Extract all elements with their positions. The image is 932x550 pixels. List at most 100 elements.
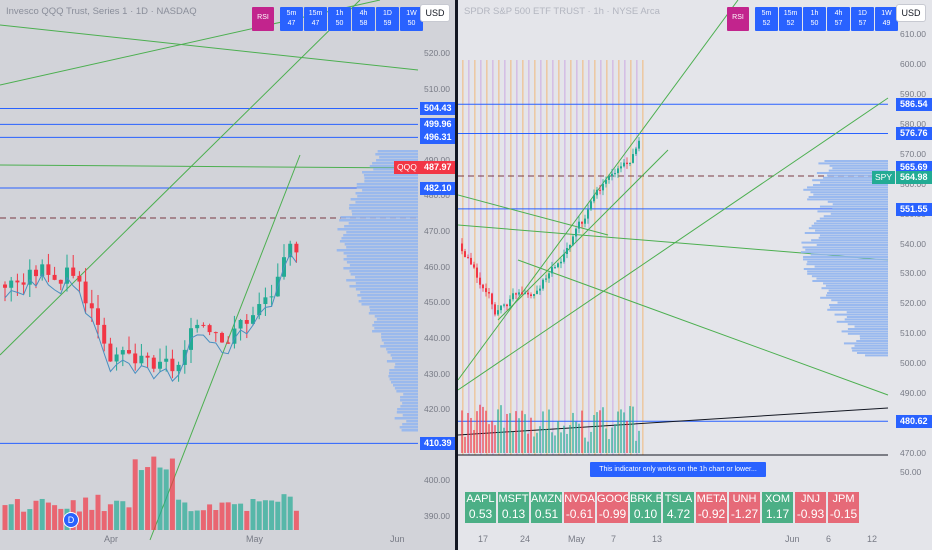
- qqq-candle: [71, 267, 76, 276]
- qqq-volume-profile-bar: [352, 213, 418, 216]
- rsi-value: 58: [359, 20, 368, 27]
- spy-candle: [527, 292, 529, 295]
- spy-x-label: 24: [520, 534, 531, 544]
- rsi-timeframe-1D[interactable]: 1D 57: [851, 7, 874, 31]
- qqq-volume-bar: [244, 510, 250, 530]
- spy-candle: [545, 278, 547, 280]
- spy-currency-button[interactable]: USD: [896, 4, 926, 22]
- ticker-goog: GOOG -0.99: [597, 492, 628, 523]
- rsi-timeframe-1D[interactable]: 1D 59: [376, 7, 399, 31]
- spy-candle: [623, 162, 625, 167]
- spy-session-stripe: [462, 60, 464, 455]
- timeframe-label: 1h: [335, 10, 344, 17]
- rsi-timeframe-1W[interactable]: 1W 49: [875, 7, 898, 31]
- dividend-event-badge[interactable]: D: [63, 512, 79, 528]
- timeframe-label: 1W: [881, 10, 892, 17]
- spy-volume-bar: [527, 433, 529, 453]
- spy-candle: [488, 292, 490, 294]
- spy-candle: [551, 267, 553, 274]
- spy-volume-bar: [539, 426, 541, 453]
- spy-session-stripe: [540, 60, 542, 455]
- spy-volume-profile-bar: [829, 164, 888, 167]
- spy-x-label: 13: [652, 534, 663, 544]
- qqq-x-label-may: May: [246, 534, 264, 544]
- spy-volume-bar: [530, 417, 532, 453]
- spy-rsi-timeframe-strip[interactable]: RSI 5m 52 15m 52 1h 50 4h 57 1D 57 1W 49: [727, 7, 898, 31]
- qqq-trendline: [0, 0, 361, 356]
- qqq-candle: [83, 281, 88, 304]
- spy-chart-title: SPDR S&P 500 ETF TRUST · 1h · NYSE Arca: [464, 6, 660, 17]
- spy-candle: [530, 294, 532, 296]
- spy-volume-bar: [497, 409, 499, 453]
- qqq-volume-profile-bar: [358, 300, 418, 303]
- qqq-volume-profile-bar: [355, 192, 418, 195]
- spy-volume-profile-bar: [830, 212, 888, 215]
- rsi-value: 47: [311, 20, 320, 27]
- spy-volume-profile-bar: [844, 318, 888, 321]
- spy-session-stripe: [480, 60, 482, 455]
- rsi-button[interactable]: RSI: [727, 7, 749, 31]
- qqq-rsi-timeframe-strip[interactable]: RSI 5m 47 15m 47 1h 50 4h 58 1D 59 1W 50: [252, 7, 423, 31]
- qqq-volume-profile-bar: [376, 318, 418, 321]
- rsi-timeframe-5m[interactable]: 5m 52: [755, 7, 778, 31]
- ticker-symbol: META: [696, 493, 727, 505]
- spy-volume-profile-bar: [807, 260, 888, 263]
- rsi-timeframe-15m[interactable]: 15m 47: [304, 7, 327, 31]
- qqq-volume-profile-bar: [374, 321, 418, 324]
- spy-volume-bar: [578, 423, 580, 453]
- spy-volume-bar: [485, 410, 487, 453]
- qqq-volume-profile-bar: [369, 165, 418, 168]
- spy-volume-profile-bar: [803, 256, 888, 258]
- qqq-volume-bar: [52, 505, 58, 530]
- pane-divider[interactable]: [455, 0, 458, 550]
- spy-volume-profile-bar: [859, 335, 888, 338]
- qqq-volume-bar: [238, 503, 244, 530]
- qqq-currency-button[interactable]: USD: [420, 4, 450, 22]
- spy-candle: [470, 257, 472, 265]
- qqq-volume-bar: [163, 469, 169, 530]
- qqq-moving-average: [4, 252, 297, 382]
- rsi-timeframe-4h[interactable]: 4h 57: [827, 7, 850, 31]
- qqq-candle: [139, 355, 144, 364]
- spy-volume-bar: [464, 436, 466, 453]
- spy-volume-profile-bar: [847, 328, 888, 330]
- qqq-candle: [164, 358, 169, 362]
- spy-y-tick: 510.00: [900, 328, 926, 339]
- spy-volume-profile-bar: [832, 208, 888, 210]
- spy-volume-profile-bar: [807, 198, 888, 201]
- qqq-price-plot[interactable]: [0, 0, 455, 550]
- qqq-y-tick: 510.00: [424, 83, 450, 94]
- rsi-timeframe-15m[interactable]: 15m 52: [779, 7, 802, 31]
- spy-volume-bar: [623, 412, 625, 453]
- spy-volume-profile-bar: [820, 296, 888, 299]
- rsi-timeframe-4h[interactable]: 4h 58: [352, 7, 375, 31]
- spy-x-label: 7: [611, 534, 617, 544]
- qqq-trendline: [149, 154, 301, 541]
- spy-volume-bar: [467, 412, 469, 453]
- spy-volume-bar: [512, 431, 514, 453]
- rsi-button[interactable]: RSI: [252, 7, 274, 31]
- spy-price-plot[interactable]: [458, 0, 932, 550]
- spy-chart-pane[interactable]: SPDR S&P 500 ETF TRUST · 1h · NYSE Arca …: [458, 0, 932, 550]
- timeframe-label: 5m: [286, 10, 297, 17]
- qqq-volume-profile-bar: [339, 219, 418, 222]
- qqq-candle: [257, 304, 262, 316]
- qqq-volume-profile-bar: [400, 405, 418, 408]
- qqq-y-tick: 400.00: [424, 475, 450, 486]
- qqq-volume-profile-bar: [391, 357, 418, 360]
- spy-volume-profile-bar: [815, 229, 888, 232]
- rsi-timeframe-5m[interactable]: 5m 47: [280, 7, 303, 31]
- qqq-volume-profile-bar: [343, 267, 418, 270]
- indicator-timeframe-notice[interactable]: This indicator only works on the 1h char…: [590, 462, 766, 477]
- qqq-volume-profile-bar: [383, 342, 418, 345]
- qqq-volume-profile-bar: [394, 387, 418, 390]
- spy-volume-bar: [461, 410, 463, 453]
- rsi-timeframe-1h[interactable]: 1h 50: [803, 7, 826, 31]
- rsi-timeframe-1W[interactable]: 1W 50: [400, 7, 423, 31]
- rsi-timeframe-1h[interactable]: 1h 50: [328, 7, 351, 31]
- qqq-chart-pane[interactable]: Invesco QQQ Trust, Series 1 · 1D · NASDA…: [0, 0, 455, 550]
- spy-candle: [536, 290, 538, 294]
- spy-candle: [590, 201, 592, 210]
- spy-candle: [638, 140, 640, 149]
- qqq-level-tag: 410.39: [420, 437, 455, 451]
